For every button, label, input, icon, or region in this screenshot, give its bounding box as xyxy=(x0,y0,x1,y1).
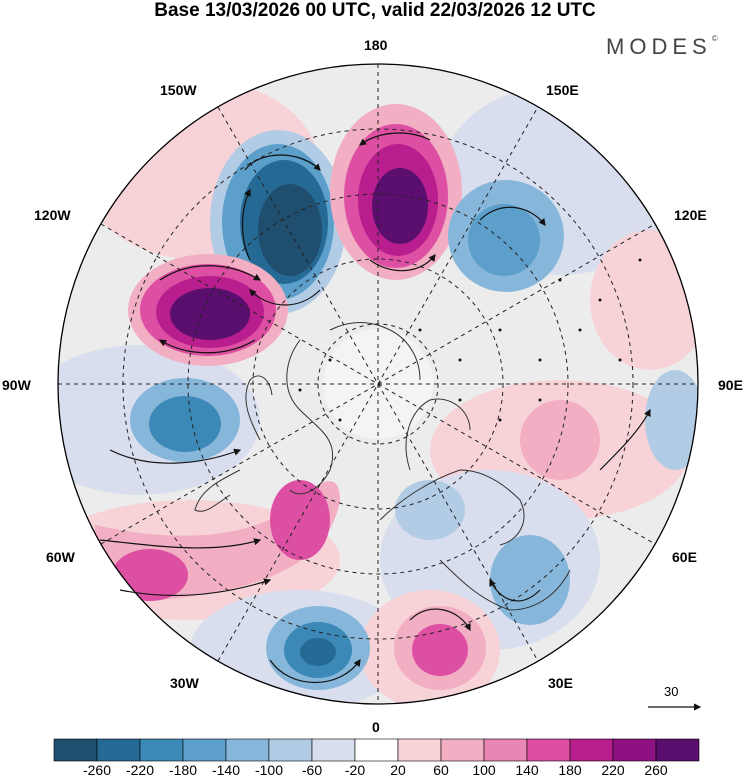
modes-logo: MODES© xyxy=(606,34,718,60)
lon-label-120w: 120W xyxy=(34,207,71,223)
colorbar-swatch xyxy=(268,738,313,762)
lon-label-180: 180 xyxy=(364,37,388,53)
colorbar-label: -60 xyxy=(301,762,323,778)
modes-logo-text: MODES xyxy=(606,34,712,59)
colorbar-label: 100 xyxy=(472,762,496,778)
colorbar-swatch xyxy=(182,738,227,762)
colorbar-label: 20 xyxy=(390,762,406,778)
colorbar-swatch xyxy=(655,738,700,762)
colorbar xyxy=(53,738,700,762)
wind-vector-dots xyxy=(298,258,642,422)
colorbar-swatch xyxy=(526,738,571,762)
copyright-mark: © xyxy=(711,34,718,43)
colorbar-label: -180 xyxy=(168,762,198,778)
colorbar-swatch xyxy=(53,738,98,762)
trough-russia xyxy=(490,535,570,625)
graticule xyxy=(58,64,698,704)
colorbar-swatch xyxy=(354,738,399,762)
reference-vector-label: 30 xyxy=(664,684,679,699)
colorbar-swatch xyxy=(311,738,356,762)
colorbar-swatch xyxy=(96,738,141,762)
negative-region-east xyxy=(645,370,698,470)
colorbar-label: -220 xyxy=(125,762,155,778)
colorbar-swatch xyxy=(612,738,657,762)
colorbar-label: -260 xyxy=(82,762,112,778)
lon-label-90e: 90E xyxy=(718,377,743,393)
map-title: Base 13/03/2026 00 UTC, valid 22/03/2026… xyxy=(154,0,596,21)
colorbar-label: 220 xyxy=(601,762,625,778)
colorbar-swatch xyxy=(483,738,528,762)
lon-label-150e: 150E xyxy=(546,82,579,98)
lon-label-30e: 30E xyxy=(548,675,573,691)
colorbar-swatch xyxy=(569,738,614,762)
colorbar-label: -140 xyxy=(211,762,241,778)
colorbar-label: 60 xyxy=(433,762,449,778)
colorbar-swatch xyxy=(397,738,442,762)
colorbar-swatch xyxy=(225,738,270,762)
colorbar-label: -20 xyxy=(344,762,366,778)
lon-label-60w: 60W xyxy=(46,549,75,565)
lon-label-60e: 60E xyxy=(672,549,697,565)
lon-label-30w: 30W xyxy=(170,675,199,691)
colorbar-swatch xyxy=(139,738,184,762)
colorbar-label: 140 xyxy=(515,762,539,778)
colorbar-label: 260 xyxy=(644,762,668,778)
lon-label-90w: 90W xyxy=(2,377,31,393)
wind-vectors xyxy=(99,132,651,684)
colorbar-label: 180 xyxy=(558,762,582,778)
map-border xyxy=(57,63,699,705)
lon-label-0: 0 xyxy=(372,719,380,735)
colorbar-swatch xyxy=(440,738,485,762)
lon-label-120e: 120E xyxy=(674,207,707,223)
lon-label-150w: 150W xyxy=(160,82,197,98)
coastlines xyxy=(194,322,571,611)
colorbar-label: -100 xyxy=(254,762,284,778)
